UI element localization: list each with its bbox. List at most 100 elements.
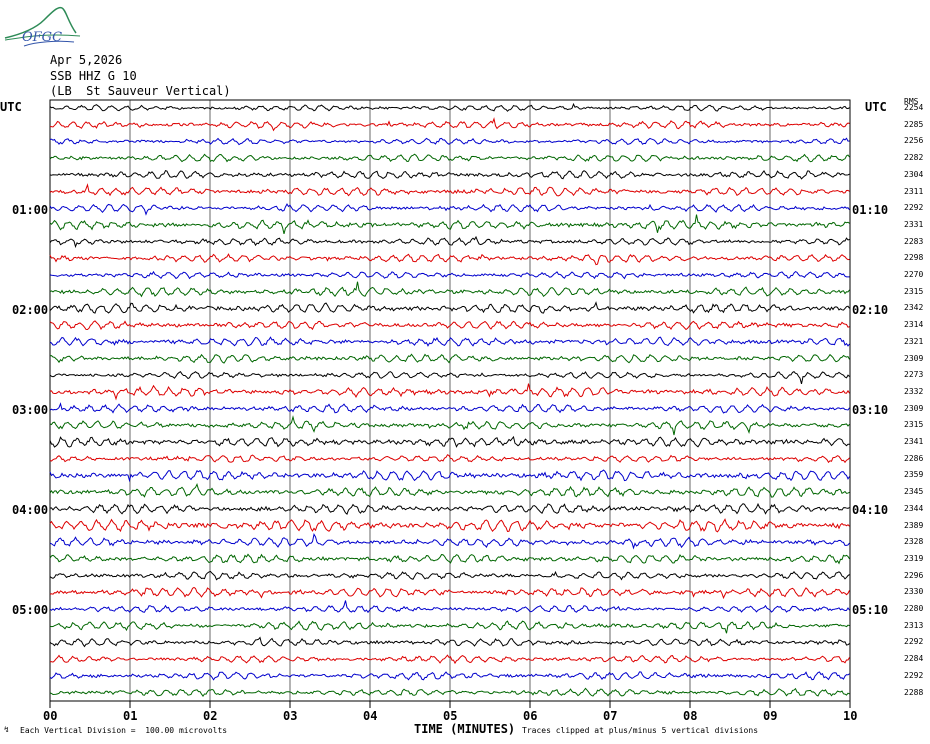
- left-axis-title: UTC: [0, 100, 22, 114]
- left-time-label: 04:00: [12, 503, 49, 517]
- trace-line: [49, 482, 850, 498]
- rms-value: 2309: [904, 353, 924, 363]
- rms-value: 2304: [904, 169, 924, 179]
- rms-value: 2254: [904, 103, 924, 112]
- right-time-label: 03:10: [852, 403, 889, 417]
- x-tick-marks: [49, 701, 851, 708]
- seismic-traces: [49, 102, 850, 697]
- trace-line: [49, 383, 850, 401]
- rms-value: 2292: [904, 670, 924, 680]
- x-tick-label: 00: [43, 709, 58, 723]
- rms-value: 2284: [904, 654, 924, 664]
- rms-value: 2311: [904, 186, 924, 196]
- minute-gridlines: [49, 100, 851, 701]
- rms-value: 2331: [904, 219, 924, 229]
- left-time-label: 01:00: [12, 203, 49, 217]
- rms-value: 2389: [904, 520, 924, 530]
- rms-value: 2283: [904, 236, 924, 246]
- trace-line: [49, 353, 850, 364]
- trace-line: [49, 671, 850, 681]
- clip-note: Traces clipped at plus/minus 5 vertical …: [522, 726, 759, 735]
- trace-line: [49, 435, 850, 448]
- footer-icon: ↯: [4, 725, 9, 734]
- rms-value: 2309: [904, 403, 924, 413]
- trace-line: [49, 281, 850, 298]
- location-label: (LB St Sauveur Vertical): [50, 84, 231, 98]
- trace-line: [49, 415, 850, 436]
- trace-line: [49, 620, 850, 634]
- trace-line: [49, 402, 850, 414]
- rms-value: 2282: [904, 153, 924, 163]
- rms-value: 2273: [904, 370, 924, 380]
- rms-value: 2292: [904, 637, 924, 647]
- x-tick-label: 07: [603, 709, 618, 723]
- rms-value: 2313: [904, 620, 924, 630]
- x-tick-label: 03: [283, 709, 298, 723]
- rms-value: 2288: [904, 687, 924, 697]
- left-time-label: 03:00: [12, 403, 49, 417]
- rms-value: 2344: [904, 503, 924, 513]
- trace-line: [49, 137, 850, 146]
- trace-line: [49, 203, 850, 216]
- trace-line: [49, 469, 850, 483]
- right-time-label: 05:10: [852, 603, 889, 617]
- x-tick-label: 02: [203, 709, 218, 723]
- trace-line: [49, 636, 850, 648]
- rms-value: 2286: [904, 453, 924, 463]
- trace-line: [49, 654, 850, 665]
- rms-value: 2345: [904, 487, 924, 497]
- trace-line: [49, 502, 850, 515]
- rms-value: 2256: [904, 136, 924, 146]
- rms-value: 2332: [904, 386, 924, 396]
- left-time-label: 05:00: [12, 603, 49, 617]
- trace-line: [49, 320, 850, 331]
- rms-value: 2319: [904, 553, 924, 563]
- rms-value: 2296: [904, 570, 924, 580]
- left-time-label: 02:00: [12, 303, 49, 317]
- trace-line: [49, 169, 850, 180]
- rms-value: 2342: [904, 303, 924, 313]
- trace-line: [49, 214, 850, 235]
- right-time-label: 01:10: [852, 203, 889, 217]
- trace-line: [49, 454, 850, 464]
- trace-line: [49, 687, 850, 697]
- x-tick-label: 04: [363, 709, 378, 723]
- x-tick-label: 05: [443, 709, 458, 723]
- rms-value: 2314: [904, 320, 924, 330]
- x-tick-label: 06: [523, 709, 538, 723]
- trace-line: [49, 336, 850, 347]
- rms-value: 2285: [904, 119, 924, 129]
- trace-line: [49, 153, 850, 163]
- trace-line: [49, 600, 850, 614]
- right-axis-title: UTC: [865, 100, 887, 114]
- trace-line: [49, 533, 850, 550]
- rms-value: 2292: [904, 203, 924, 213]
- rms-value: 2328: [904, 537, 924, 547]
- scale-note: Each Vertical Division = 100.00 microvol…: [20, 726, 228, 735]
- trace-line: [49, 253, 850, 266]
- x-tick-label: 10: [843, 709, 858, 723]
- rms-value: 2270: [904, 270, 924, 279]
- logo-text: OFGC: [22, 30, 62, 45]
- trace-line: [49, 301, 850, 314]
- trace-line: [49, 117, 850, 132]
- trace-line: [49, 235, 850, 249]
- trace-line: [49, 270, 850, 280]
- rms-value: 2341: [904, 437, 924, 446]
- rms-value: 2330: [904, 587, 924, 597]
- x-tick-label: 08: [683, 709, 698, 723]
- trace-line: [49, 183, 850, 197]
- rms-value: 2359: [904, 470, 924, 480]
- rms-value: 2298: [904, 253, 924, 263]
- rms-value: 2280: [904, 604, 924, 613]
- trace-line: [49, 570, 850, 581]
- rms-value: 2315: [904, 286, 924, 296]
- right-time-label: 04:10: [852, 503, 889, 517]
- trace-line: [49, 371, 850, 385]
- trace-line: [49, 553, 850, 565]
- station-label: SSB HHZ G 10: [50, 69, 137, 83]
- x-axis-label: TIME (MINUTES): [414, 722, 516, 736]
- trace-line: [49, 586, 850, 600]
- date-label: Apr 5,2026: [50, 53, 123, 67]
